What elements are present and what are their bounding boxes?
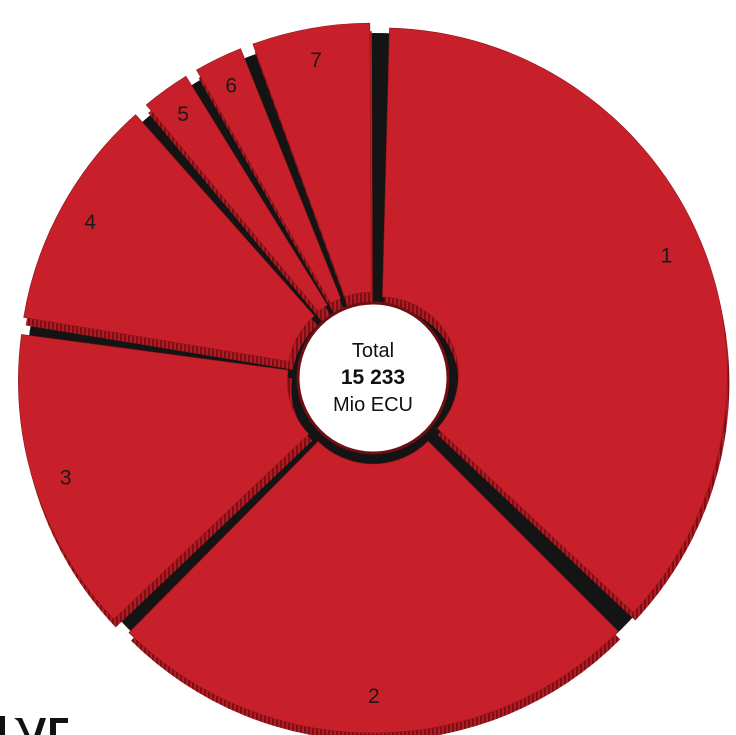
pie-slice-4 [23,114,315,362]
center-total-unit: Mio ECU [333,394,413,416]
corner-logo-fragment [0,716,68,735]
slice-label-5: 5 [177,103,189,126]
slice-labels-group: 1 2 3 4 5 6 7 [60,49,672,708]
slice-label-3: 3 [60,467,72,490]
center-total-group: Total 15 233 Mio ECU [296,301,450,455]
pie-slice-1 [382,27,728,613]
slice-label-4: 4 [84,211,96,234]
center-total-label: Total [352,340,394,362]
pie-slice-6 [196,48,341,304]
slice-label-2: 2 [368,685,380,708]
pie-slice-5 [145,75,328,312]
pie-slice-2 [128,440,619,734]
pie-slice-3 [18,334,310,620]
slice-label-7: 7 [310,49,322,72]
slice-label-1: 1 [661,245,673,268]
slice-label-6: 6 [225,75,237,98]
center-total-value: 15 233 [341,366,405,389]
center-hole [296,301,450,455]
pie-slice-7 [252,22,372,298]
slices-group [18,22,730,735]
